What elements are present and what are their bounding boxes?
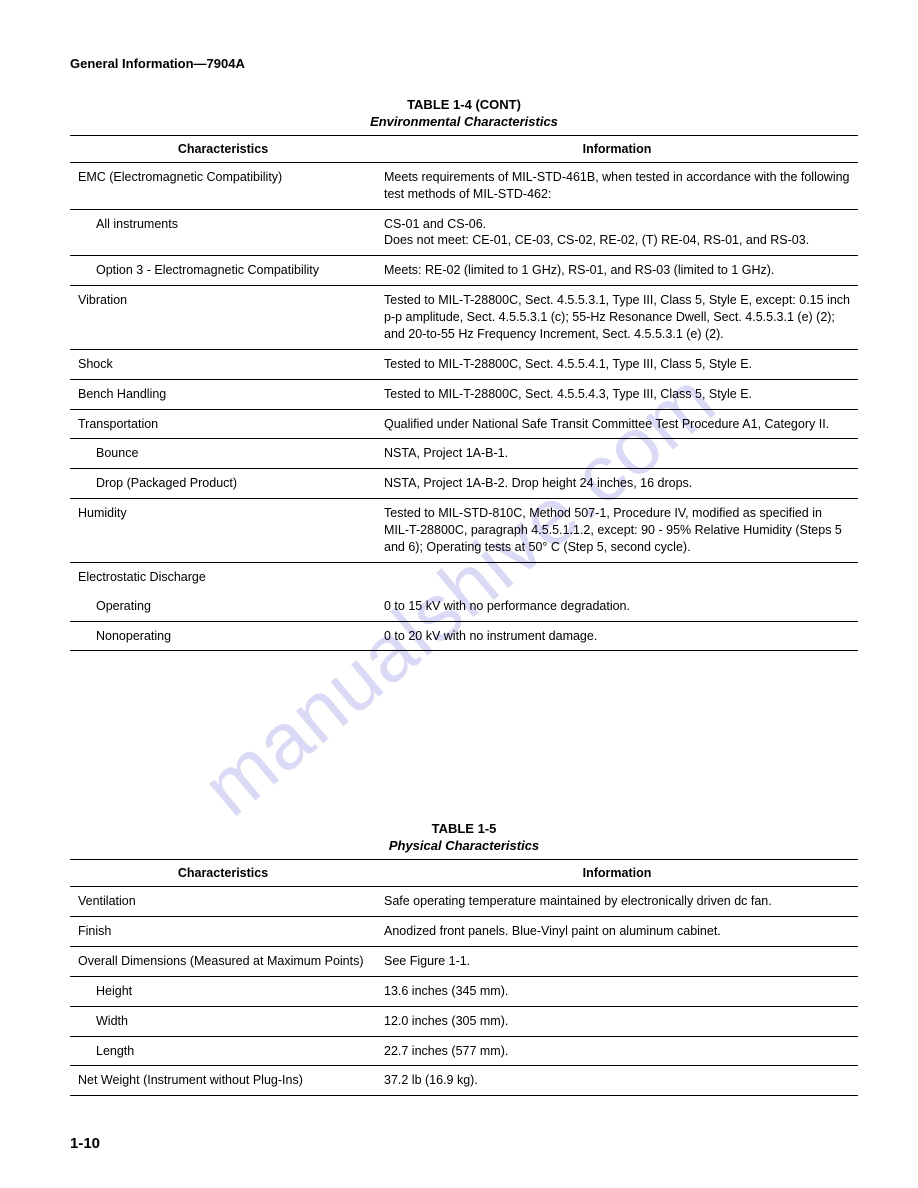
table-row: Height13.6 inches (345 mm). bbox=[70, 976, 858, 1006]
table2-col1-header: Characteristics bbox=[70, 860, 376, 887]
information-cell: Meets requirements of MIL-STD-461B, when… bbox=[376, 162, 858, 209]
information-cell: Tested to MIL-T-28800C, Sect. 4.5.5.4.1,… bbox=[376, 349, 858, 379]
information-cell bbox=[376, 562, 858, 591]
table1-title: TABLE 1-4 (CONT) bbox=[407, 97, 521, 112]
information-cell: 13.6 inches (345 mm). bbox=[376, 976, 858, 1006]
characteristic-cell: All instruments bbox=[70, 209, 376, 256]
information-cell: 0 to 15 kV with no performance degradati… bbox=[376, 592, 858, 621]
characteristic-cell: Vibration bbox=[70, 286, 376, 350]
characteristic-cell: Shock bbox=[70, 349, 376, 379]
table-row: Nonoperating0 to 20 kV with no instrumen… bbox=[70, 621, 858, 651]
characteristic-cell: Transportation bbox=[70, 409, 376, 439]
table-row: Bench HandlingTested to MIL-T-28800C, Se… bbox=[70, 379, 858, 409]
information-cell: NSTA, Project 1A-B-2. Drop height 24 inc… bbox=[376, 469, 858, 499]
characteristic-cell: Ventilation bbox=[70, 887, 376, 917]
characteristic-cell: Electrostatic Discharge bbox=[70, 562, 376, 591]
characteristic-cell: Nonoperating bbox=[70, 621, 376, 651]
page-header: General Information—7904A bbox=[70, 56, 858, 71]
table-row: EMC (Electromagnetic Compatibility)Meets… bbox=[70, 162, 858, 209]
characteristic-cell: Option 3 - Electromagnetic Compatibility bbox=[70, 256, 376, 286]
characteristic-cell: Height bbox=[70, 976, 376, 1006]
page-content: General Information—7904A TABLE 1-4 (CON… bbox=[0, 0, 918, 1096]
table-row: Option 3 - Electromagnetic Compatibility… bbox=[70, 256, 858, 286]
characteristic-cell: Net Weight (Instrument without Plug-Ins) bbox=[70, 1066, 376, 1096]
information-cell: 12.0 inches (305 mm). bbox=[376, 1006, 858, 1036]
information-cell: 37.2 lb (16.9 kg). bbox=[376, 1066, 858, 1096]
information-cell: CS-01 and CS-06. Does not meet: CE-01, C… bbox=[376, 209, 858, 256]
characteristic-cell: EMC (Electromagnetic Compatibility) bbox=[70, 162, 376, 209]
information-cell: Meets: RE-02 (limited to 1 GHz), RS-01, … bbox=[376, 256, 858, 286]
table-row: VibrationTested to MIL-T-28800C, Sect. 4… bbox=[70, 286, 858, 350]
table1-title-block: TABLE 1-4 (CONT) Environmental Character… bbox=[70, 97, 858, 131]
characteristic-cell: Operating bbox=[70, 592, 376, 621]
information-cell: 22.7 inches (577 mm). bbox=[376, 1036, 858, 1066]
characteristic-cell: Width bbox=[70, 1006, 376, 1036]
table-row: FinishAnodized front panels. Blue-Vinyl … bbox=[70, 917, 858, 947]
table-row: Operating0 to 15 kV with no performance … bbox=[70, 592, 858, 621]
table-row: Width12.0 inches (305 mm). bbox=[70, 1006, 858, 1036]
table-row: Overall Dimensions (Measured at Maximum … bbox=[70, 946, 858, 976]
characteristic-cell: Length bbox=[70, 1036, 376, 1066]
table-row: Net Weight (Instrument without Plug-Ins)… bbox=[70, 1066, 858, 1096]
table1-col2-header: Information bbox=[376, 135, 858, 162]
table-row: Drop (Packaged Product)NSTA, Project 1A-… bbox=[70, 469, 858, 499]
characteristic-cell: Finish bbox=[70, 917, 376, 947]
table-row: All instrumentsCS-01 and CS-06. Does not… bbox=[70, 209, 858, 256]
table-row: HumidityTested to MIL-STD-810C, Method 5… bbox=[70, 499, 858, 563]
characteristic-cell: Drop (Packaged Product) bbox=[70, 469, 376, 499]
table2-col2-header: Information bbox=[376, 860, 858, 887]
characteristic-cell: Humidity bbox=[70, 499, 376, 563]
table-spacer bbox=[70, 651, 858, 821]
table-row: ShockTested to MIL-T-28800C, Sect. 4.5.5… bbox=[70, 349, 858, 379]
table2-title-block: TABLE 1-5 Physical Characteristics bbox=[70, 821, 858, 855]
table2: Characteristics Information VentilationS… bbox=[70, 859, 858, 1096]
table-row: Length22.7 inches (577 mm). bbox=[70, 1036, 858, 1066]
characteristic-cell: Bounce bbox=[70, 439, 376, 469]
table2-title: TABLE 1-5 bbox=[432, 821, 497, 836]
table1-subtitle: Environmental Characteristics bbox=[370, 114, 558, 129]
information-cell: Tested to MIL-T-28800C, Sect. 4.5.5.4.3,… bbox=[376, 379, 858, 409]
table-row: VentilationSafe operating temperature ma… bbox=[70, 887, 858, 917]
information-cell: 0 to 20 kV with no instrument damage. bbox=[376, 621, 858, 651]
table1: Characteristics Information EMC (Electro… bbox=[70, 135, 858, 652]
information-cell: Anodized front panels. Blue-Vinyl paint … bbox=[376, 917, 858, 947]
table2-header-row: Characteristics Information bbox=[70, 860, 858, 887]
information-cell: Tested to MIL-STD-810C, Method 507-1, Pr… bbox=[376, 499, 858, 563]
table-row: TransportationQualified under National S… bbox=[70, 409, 858, 439]
information-cell: Safe operating temperature maintained by… bbox=[376, 887, 858, 917]
information-cell: NSTA, Project 1A-B-1. bbox=[376, 439, 858, 469]
characteristic-cell: Bench Handling bbox=[70, 379, 376, 409]
information-cell: See Figure 1-1. bbox=[376, 946, 858, 976]
information-cell: Qualified under National Safe Transit Co… bbox=[376, 409, 858, 439]
table-row: BounceNSTA, Project 1A-B-1. bbox=[70, 439, 858, 469]
characteristic-cell: Overall Dimensions (Measured at Maximum … bbox=[70, 946, 376, 976]
table2-subtitle: Physical Characteristics bbox=[389, 838, 539, 853]
page-number: 1-10 bbox=[70, 1135, 100, 1152]
table-row: Electrostatic Discharge bbox=[70, 562, 858, 591]
table1-col1-header: Characteristics bbox=[70, 135, 376, 162]
table1-header-row: Characteristics Information bbox=[70, 135, 858, 162]
information-cell: Tested to MIL-T-28800C, Sect. 4.5.5.3.1,… bbox=[376, 286, 858, 350]
